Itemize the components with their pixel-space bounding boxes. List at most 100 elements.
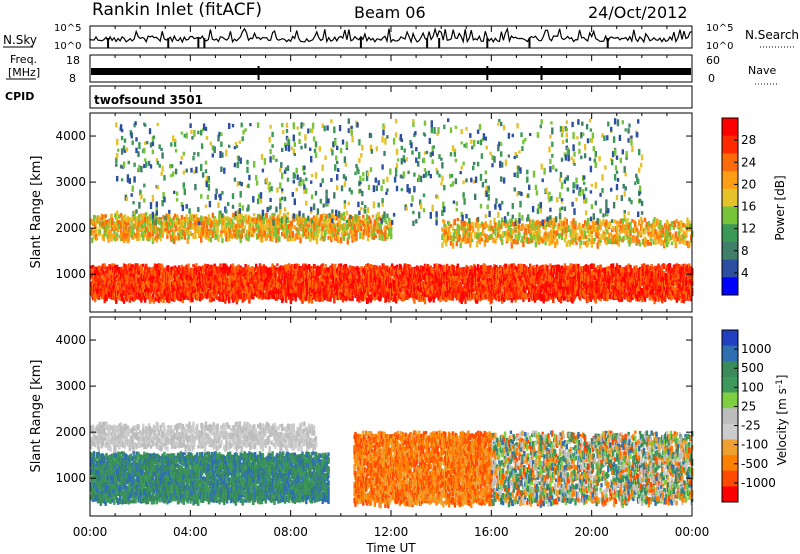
freq-tick-top: 18 <box>66 54 80 67</box>
power-cell <box>347 270 350 276</box>
power-cell <box>435 267 438 274</box>
power-cell <box>254 267 257 272</box>
power-cell <box>247 284 250 288</box>
freq-unit-label: [MHz] <box>8 66 40 79</box>
power-cell <box>304 271 307 279</box>
power-cell <box>213 263 216 267</box>
power-cell <box>474 265 477 272</box>
power-cell <box>514 266 517 270</box>
power-cell <box>242 283 245 290</box>
power-cell <box>548 269 551 275</box>
power-cell <box>105 281 108 285</box>
power-cell <box>435 294 438 298</box>
power-cell <box>191 297 194 303</box>
power-cell <box>284 287 288 294</box>
power-cell <box>477 270 481 277</box>
nave-tick-top: 60 <box>706 54 720 67</box>
power-cell <box>212 297 215 302</box>
power-cell <box>557 297 561 302</box>
cpid-label: CPID <box>5 90 34 103</box>
power-cell <box>313 264 317 269</box>
power-cell <box>256 275 260 283</box>
power-cell <box>261 268 265 275</box>
power-cell <box>411 276 414 281</box>
power-cell <box>168 278 171 285</box>
power-cell <box>160 283 163 291</box>
power-cell <box>429 295 432 302</box>
power-cell <box>90 265 93 270</box>
power-cell <box>433 277 436 282</box>
power-cell <box>495 284 498 290</box>
power-cell <box>551 265 554 271</box>
power-cell <box>327 288 330 296</box>
power-cell <box>473 286 476 292</box>
power-cell <box>301 266 304 272</box>
power-cell <box>528 297 531 302</box>
nsearch-label: N.Search <box>745 28 799 42</box>
power-cell <box>539 273 542 281</box>
power-cell <box>472 280 475 287</box>
cpid-value: twofsound 3501 <box>94 93 203 107</box>
power-cell <box>182 281 185 285</box>
power-cell <box>279 271 282 278</box>
power-cell <box>369 264 373 269</box>
power-cell <box>91 264 95 269</box>
power-cell <box>365 263 368 270</box>
power-cell <box>106 295 109 299</box>
freq-band <box>91 68 691 75</box>
power-cell <box>407 277 410 282</box>
power-cell <box>515 274 518 280</box>
power-cell <box>519 278 522 281</box>
power-cell <box>153 263 157 270</box>
power-cell <box>138 290 141 298</box>
power-cell <box>417 283 420 291</box>
cpid-strip: CPID twofsound 3501 <box>5 85 693 109</box>
power-cell <box>245 270 248 278</box>
power-cell <box>235 280 239 286</box>
power-cell <box>231 263 235 267</box>
power-cell <box>388 288 391 292</box>
power-cell <box>426 267 430 272</box>
power-cell <box>310 297 314 304</box>
power-cell <box>509 279 513 284</box>
power-cell <box>291 273 294 278</box>
power-cell <box>305 264 308 271</box>
power-cell <box>226 266 229 271</box>
power-cell <box>423 273 427 279</box>
power-cell <box>415 283 418 291</box>
power-cell <box>303 266 306 271</box>
power-cell <box>456 290 459 297</box>
power-cell <box>433 263 436 269</box>
power-cell <box>103 273 106 277</box>
power-cell <box>438 263 441 270</box>
power-cell <box>277 286 280 290</box>
power-cell <box>155 263 158 271</box>
power-cell <box>516 294 519 300</box>
power-cell <box>345 289 349 295</box>
power-cell <box>521 264 524 270</box>
power-cell <box>493 282 496 289</box>
power-cell <box>391 263 394 267</box>
power-cell <box>386 286 389 292</box>
power-cell <box>462 290 465 295</box>
power-cell <box>503 267 507 274</box>
power-cell <box>227 284 230 292</box>
power-cell <box>419 265 423 271</box>
power-cell <box>337 263 341 269</box>
power-cell <box>337 281 340 286</box>
power-cell <box>546 265 549 272</box>
power-cell <box>575 285 578 291</box>
power-cell <box>515 291 518 295</box>
power-cell <box>427 284 431 288</box>
power-cell <box>333 296 336 304</box>
power-cell <box>326 275 329 283</box>
power-cell <box>196 267 199 274</box>
power-cell <box>346 287 349 291</box>
power-cell <box>514 277 517 283</box>
power-cell <box>309 277 312 284</box>
power-cell <box>309 287 312 293</box>
power-cell <box>456 263 459 269</box>
power-cell <box>542 266 545 274</box>
